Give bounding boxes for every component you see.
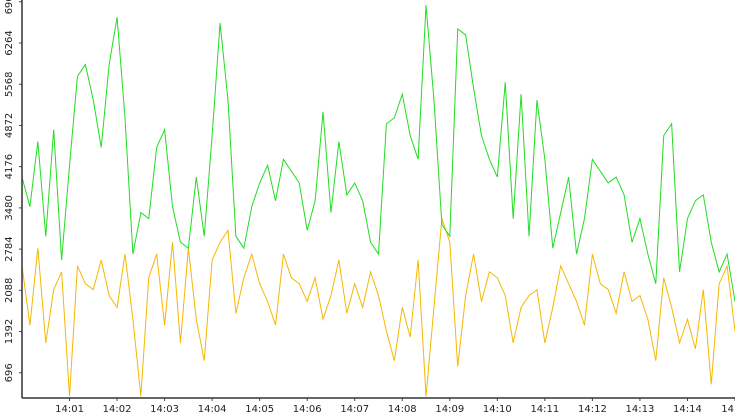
x-tick-label: 14 <box>721 404 734 415</box>
y-tick-label: 2784 <box>4 236 15 261</box>
x-tick-label: 14:10 <box>483 404 512 415</box>
y-tick-label: 4176 <box>4 154 15 179</box>
x-tick-label: 14:05 <box>245 404 274 415</box>
x-tick-label: 14:13 <box>626 404 655 415</box>
x-tick-label: 14:01 <box>55 404 84 415</box>
x-tick-label: 14:12 <box>578 404 607 415</box>
x-tick-label: 14:14 <box>673 404 702 415</box>
y-tick-label: 3480 <box>4 195 15 220</box>
y-tick-label: 6961 <box>4 0 15 14</box>
x-tick-label: 14:03 <box>150 404 179 415</box>
y-tick-label: 2088 <box>4 278 15 303</box>
x-tick-label: 14:06 <box>293 404 322 415</box>
series-line <box>21 218 735 397</box>
y-tick-label: 4872 <box>4 113 15 138</box>
y-tick-label: 5568 <box>4 71 15 96</box>
x-tick-label: 14:08 <box>388 404 417 415</box>
x-tick-label: 14:07 <box>340 404 369 415</box>
series-line <box>21 5 735 302</box>
x-tick-label: 14:09 <box>435 404 464 415</box>
y-tick-label: 1392 <box>4 319 15 344</box>
y-tick-label: 6264 <box>4 30 15 55</box>
y-tick-label: 696 <box>4 363 15 382</box>
x-tick-label: 14:02 <box>103 404 132 415</box>
x-tick-label: 14:11 <box>530 404 559 415</box>
x-tick-label: 14:04 <box>198 404 227 415</box>
